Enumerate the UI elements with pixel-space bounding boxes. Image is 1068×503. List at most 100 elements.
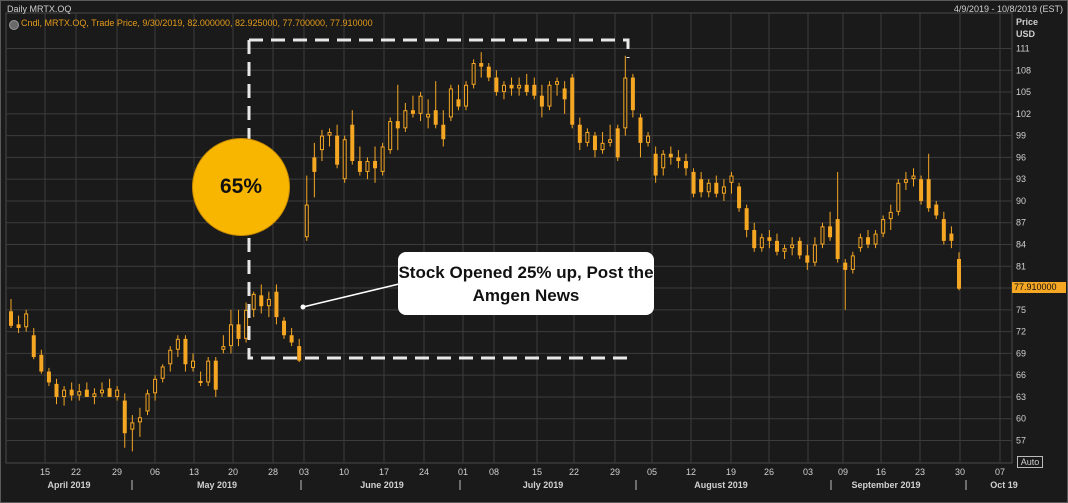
candle bbox=[562, 81, 567, 114]
candle-body-up bbox=[600, 142, 605, 151]
y-tick-label: 90 bbox=[1016, 196, 1026, 206]
x-tick-label: 29 bbox=[610, 467, 620, 477]
candle-body-down bbox=[683, 161, 688, 169]
candle-body-down bbox=[494, 77, 499, 93]
x-tick-label: 29 bbox=[112, 467, 122, 477]
candle-body-up bbox=[661, 153, 666, 169]
y-tick-label: 87 bbox=[1016, 218, 1026, 228]
legend-dot-icon[interactable] bbox=[9, 20, 19, 30]
candle-body-down bbox=[433, 110, 438, 125]
candle bbox=[183, 335, 188, 372]
candle bbox=[289, 327, 294, 347]
candle bbox=[934, 200, 939, 220]
candle bbox=[509, 77, 514, 96]
candle-body-down bbox=[259, 295, 264, 307]
y-tick-label: 72 bbox=[1016, 327, 1026, 337]
axis-layer: 1111081051029996939087848178757269666360… bbox=[40, 44, 1031, 490]
candle bbox=[517, 77, 522, 96]
candle-body-up bbox=[501, 84, 506, 93]
y-tick-label: 105 bbox=[1016, 87, 1031, 97]
candle-body-up bbox=[228, 324, 233, 347]
y-tick-label: 102 bbox=[1016, 109, 1031, 119]
candle bbox=[881, 215, 886, 238]
candle bbox=[122, 393, 127, 448]
candle bbox=[24, 309, 29, 332]
candle-body-down bbox=[289, 335, 294, 343]
y-tick-label: 96 bbox=[1016, 152, 1026, 162]
candle bbox=[84, 382, 89, 397]
candle-body-up bbox=[168, 349, 173, 365]
month-label: May 2019 bbox=[197, 480, 237, 490]
x-tick-label: 24 bbox=[419, 467, 429, 477]
month-label: July 2019 bbox=[523, 480, 564, 490]
candle bbox=[714, 175, 719, 198]
candle-body-down bbox=[630, 77, 635, 111]
candle-body-down bbox=[122, 400, 127, 434]
candle bbox=[957, 252, 961, 291]
candle-body-down bbox=[941, 219, 946, 241]
candle bbox=[335, 124, 340, 169]
candle bbox=[46, 367, 51, 387]
y-tick-label: 81 bbox=[1016, 261, 1026, 271]
candle bbox=[69, 382, 74, 401]
candle bbox=[9, 298, 13, 328]
candle-body-down bbox=[752, 229, 757, 249]
candle-body-down bbox=[236, 324, 241, 339]
x-tick-label: 01 bbox=[458, 467, 468, 477]
candle-body-up bbox=[706, 182, 711, 193]
candle-body-down bbox=[54, 383, 59, 397]
candle bbox=[858, 233, 863, 252]
candle bbox=[699, 171, 704, 198]
candle bbox=[418, 92, 423, 122]
candle bbox=[926, 153, 931, 212]
candle-body-down bbox=[274, 291, 279, 318]
candle bbox=[62, 386, 67, 406]
candle-body-up bbox=[517, 84, 522, 89]
candle-body-up bbox=[418, 95, 423, 114]
candle bbox=[494, 70, 499, 96]
candle bbox=[653, 146, 658, 183]
candle bbox=[297, 338, 302, 363]
candle-body-up bbox=[471, 63, 476, 85]
candle-body-down bbox=[562, 88, 567, 100]
candle bbox=[592, 131, 597, 158]
candle bbox=[843, 259, 848, 310]
candle-body-up bbox=[206, 360, 211, 383]
candle bbox=[130, 415, 135, 452]
x-tick-label: 10 bbox=[339, 467, 349, 477]
candle-body-down bbox=[570, 77, 575, 125]
y-tick-label: 75 bbox=[1016, 305, 1026, 315]
candle-body-down bbox=[479, 63, 484, 67]
candle-body-down bbox=[9, 311, 13, 326]
candle bbox=[585, 128, 590, 147]
candle-body-up bbox=[403, 110, 408, 129]
candle bbox=[175, 335, 180, 358]
candle-body-down bbox=[592, 135, 597, 151]
auto-scale-button[interactable]: Auto bbox=[1017, 456, 1043, 468]
candle-body-up bbox=[130, 422, 135, 430]
candle bbox=[244, 302, 249, 343]
candle-body-up bbox=[896, 182, 901, 212]
candle-body-up bbox=[881, 219, 886, 234]
x-tick-label: 08 bbox=[489, 467, 499, 477]
candle bbox=[683, 153, 688, 176]
candle-body-down bbox=[805, 255, 810, 263]
candle-body-up bbox=[646, 135, 651, 143]
candle-body-up bbox=[608, 139, 613, 143]
candle-body-down bbox=[615, 128, 620, 158]
candle-body-down bbox=[395, 121, 400, 129]
candle-body-up bbox=[266, 298, 271, 307]
x-tick-label: 22 bbox=[71, 467, 81, 477]
plot-border bbox=[5, 12, 1013, 464]
candle bbox=[342, 135, 347, 183]
candle-layer bbox=[9, 52, 961, 452]
candle-body-down bbox=[668, 153, 673, 158]
candle bbox=[752, 222, 757, 252]
y-tick-label: 63 bbox=[1016, 392, 1026, 402]
candle bbox=[547, 81, 552, 111]
candle-body-up bbox=[137, 417, 142, 423]
candle-body-up bbox=[464, 84, 469, 107]
candle-body-up bbox=[191, 360, 196, 368]
candle bbox=[676, 150, 681, 169]
